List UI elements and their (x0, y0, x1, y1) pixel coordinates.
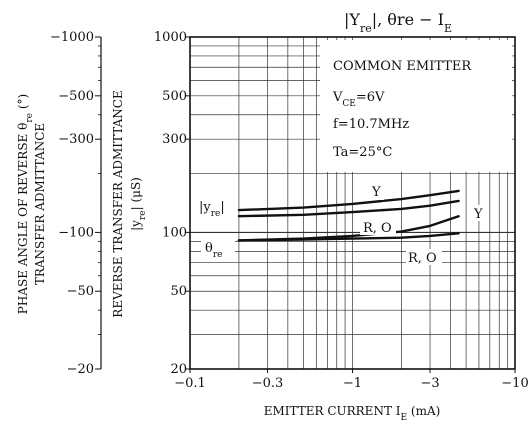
condition-vce: VCE=6V (332, 90, 385, 109)
main-axis-label: REVERSE TRANSFER ADMITTANCE |yre| (μS) (111, 90, 148, 317)
x-tick-label: −3 (420, 376, 439, 391)
theta-label: θre (205, 241, 222, 260)
series-line-1 (237, 199, 460, 218)
main-y-axis: 1000 500 300 100 50 20 (154, 30, 190, 377)
main-y-tick-label: 50 (170, 284, 187, 299)
series-line-0 (237, 189, 460, 212)
phase-y-axis: −1000 −500 −300 −100 −50 −20 (50, 30, 102, 377)
main-y-tick-label: 100 (162, 225, 187, 240)
phase-tick-label: −500 (58, 89, 94, 104)
x-tick-label: −0.1 (174, 376, 206, 391)
phase-axis-label-line1: PHASE ANGLE OF REVERSE θre (°) (16, 94, 35, 314)
yre-label-bg (197, 196, 235, 216)
ro-lower-bg (406, 249, 442, 265)
x-tick-label: −1 (343, 376, 362, 391)
curve-labels: |yre| θre Y R, O Y R, O (197, 184, 485, 266)
phase-tick-label: −100 (58, 225, 94, 240)
y-upper-bg (370, 184, 384, 200)
condition-temperature: Ta=25°C (333, 145, 392, 160)
x-axis: −0.1 −0.3 −1 −3 −10 (174, 369, 529, 391)
phase-tick-label: −50 (67, 284, 94, 299)
y-lower-label: Y (473, 207, 483, 222)
x-tick-label: −0.3 (252, 376, 284, 391)
main-axis-label-line2: |yre| (μS) (129, 177, 148, 231)
ro-upper-label: R, O (363, 221, 392, 236)
phase-axis-label-line2: TRANSFER ADMITTANCE (33, 123, 47, 285)
phase-axis-label: PHASE ANGLE OF REVERSE θre (°) TRANSFER … (16, 94, 47, 314)
phase-tick-label: −300 (58, 132, 94, 147)
theta-label-bg (201, 237, 235, 257)
y-upper-label: Y (371, 185, 381, 200)
ro-upper-bg (360, 219, 396, 235)
main-axis-label-line1: REVERSE TRANSFER ADMITTANCE (111, 90, 125, 317)
series-line-3 (237, 232, 460, 242)
main-y-tick-label: 500 (162, 89, 187, 104)
phase-tick-label: −1000 (50, 30, 94, 45)
main-y-tick-label: 1000 (154, 30, 187, 45)
yre-label: |yre| (199, 200, 225, 219)
phase-tick-label: −20 (67, 362, 94, 377)
ro-lower-label: R, O (408, 251, 437, 266)
chart-title: |Yre|, θre − IE (344, 10, 452, 35)
condition-mode: COMMON EMITTER (333, 59, 472, 74)
conditions-box (320, 40, 512, 172)
main-y-tick-label: 20 (170, 362, 187, 377)
conditions-text: COMMON EMITTER VCE=6V f=10.7MHz Ta=25°C (332, 59, 472, 160)
y-lower-bg (471, 205, 485, 221)
condition-frequency: f=10.7MHz (333, 117, 409, 132)
x-axis-label: EMITTER CURRENT IE (mA) (264, 404, 441, 423)
x-tick-label: −10 (501, 376, 528, 391)
main-y-tick-label: 300 (162, 132, 187, 147)
